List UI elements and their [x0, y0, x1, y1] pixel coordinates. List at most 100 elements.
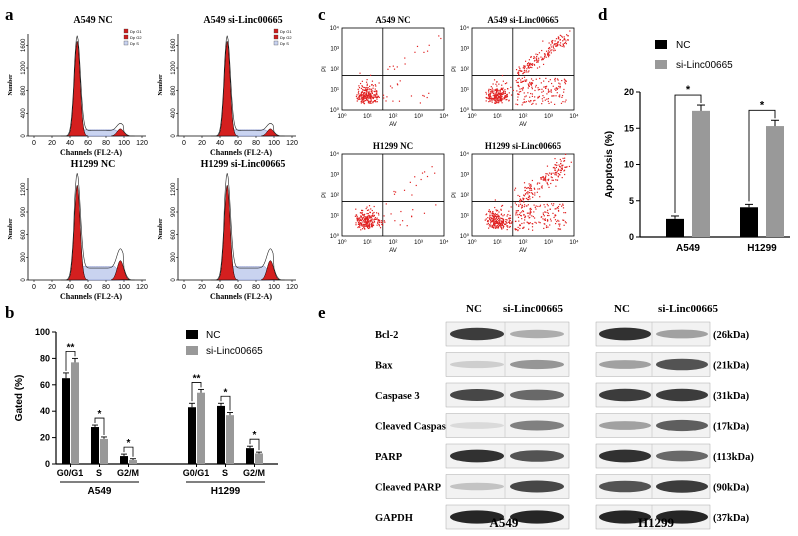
dot [563, 224, 565, 226]
x-tick-label: 40 [216, 140, 224, 147]
dot [548, 174, 550, 176]
dot [485, 100, 487, 102]
dot-plot-frame [341, 153, 445, 237]
x-tick-label: 100 [118, 284, 130, 291]
blot-row-label: Bcl-2 [375, 330, 398, 341]
dot [491, 97, 493, 100]
dot [509, 226, 511, 228]
y-tick-label: 0 [21, 278, 27, 282]
y-tick-label: 10³ [330, 173, 339, 179]
dot [526, 62, 529, 65]
blot-strip-a549 [445, 504, 570, 530]
x-tick-label: 60 [84, 284, 92, 291]
dot [529, 81, 531, 84]
histogram-title: H1299 NC [71, 159, 116, 170]
dot [561, 94, 564, 97]
dot [521, 88, 523, 90]
x-tick-label: 10⁰ [337, 239, 347, 246]
dot [494, 212, 496, 215]
dot [566, 39, 569, 41]
dot [500, 222, 502, 224]
dot [554, 208, 556, 210]
dot [522, 210, 524, 212]
dot [522, 72, 525, 74]
dot [500, 214, 502, 216]
dot [368, 221, 370, 223]
panel-letter-d: d [598, 5, 608, 24]
dot [490, 97, 492, 99]
dot [545, 50, 548, 52]
dot [495, 99, 497, 101]
dot [489, 100, 491, 102]
dot [529, 96, 531, 98]
blot-band [510, 389, 564, 401]
dot [507, 88, 509, 90]
dot [376, 98, 378, 100]
dot [510, 206, 512, 208]
dot [523, 222, 525, 224]
dot [540, 82, 542, 84]
y-tick-label: 0 [45, 459, 50, 469]
dot [549, 224, 551, 226]
dot [369, 219, 371, 222]
dot [385, 100, 387, 102]
dot [558, 37, 560, 39]
dot [355, 95, 358, 98]
dot [488, 88, 490, 90]
dot [525, 101, 527, 103]
dot [489, 212, 491, 214]
dot [562, 44, 565, 46]
dot [372, 224, 375, 227]
dot [371, 91, 373, 94]
dot [358, 93, 360, 95]
dot [546, 173, 548, 175]
dot [490, 219, 492, 221]
dot [411, 215, 413, 217]
dot [517, 194, 519, 197]
dot [368, 209, 370, 211]
x-tick-label: 100 [268, 140, 280, 147]
y-tick-label: 10² [460, 67, 469, 73]
dot [528, 183, 530, 185]
panel-letter-e: e [318, 303, 326, 322]
dot [528, 196, 530, 198]
dot [544, 211, 546, 213]
dot [556, 45, 558, 47]
y-tick-label: 400 [171, 108, 177, 119]
legend-label: Dp S [280, 41, 289, 46]
dot [377, 219, 379, 221]
dot [536, 67, 539, 69]
dot [495, 95, 497, 97]
x-axis-label: AV [389, 248, 397, 254]
dot [494, 93, 497, 95]
dot [524, 101, 526, 103]
dot [521, 205, 523, 207]
histogram-envelope [210, 173, 285, 281]
dot [362, 224, 365, 226]
dot [529, 64, 531, 67]
blot-band [599, 449, 651, 463]
dot [531, 189, 533, 191]
dot [367, 99, 369, 101]
dot [490, 220, 492, 222]
dot [484, 219, 486, 221]
blot-strip-a549 [445, 382, 570, 408]
dot [362, 101, 364, 103]
dot [521, 222, 523, 225]
dot [534, 99, 536, 102]
dot [490, 95, 492, 98]
dot [362, 225, 364, 228]
dot [550, 101, 552, 103]
dot [488, 209, 490, 211]
dot [415, 184, 417, 187]
x-tick-label: 10¹ [363, 240, 372, 246]
dot [538, 221, 540, 223]
dot [488, 91, 490, 93]
dot [489, 216, 491, 218]
dot [366, 212, 368, 215]
dot [532, 79, 534, 82]
dot [521, 77, 523, 79]
blot-strip-a549 [445, 413, 570, 438]
dot [529, 212, 531, 215]
dot [500, 213, 503, 215]
